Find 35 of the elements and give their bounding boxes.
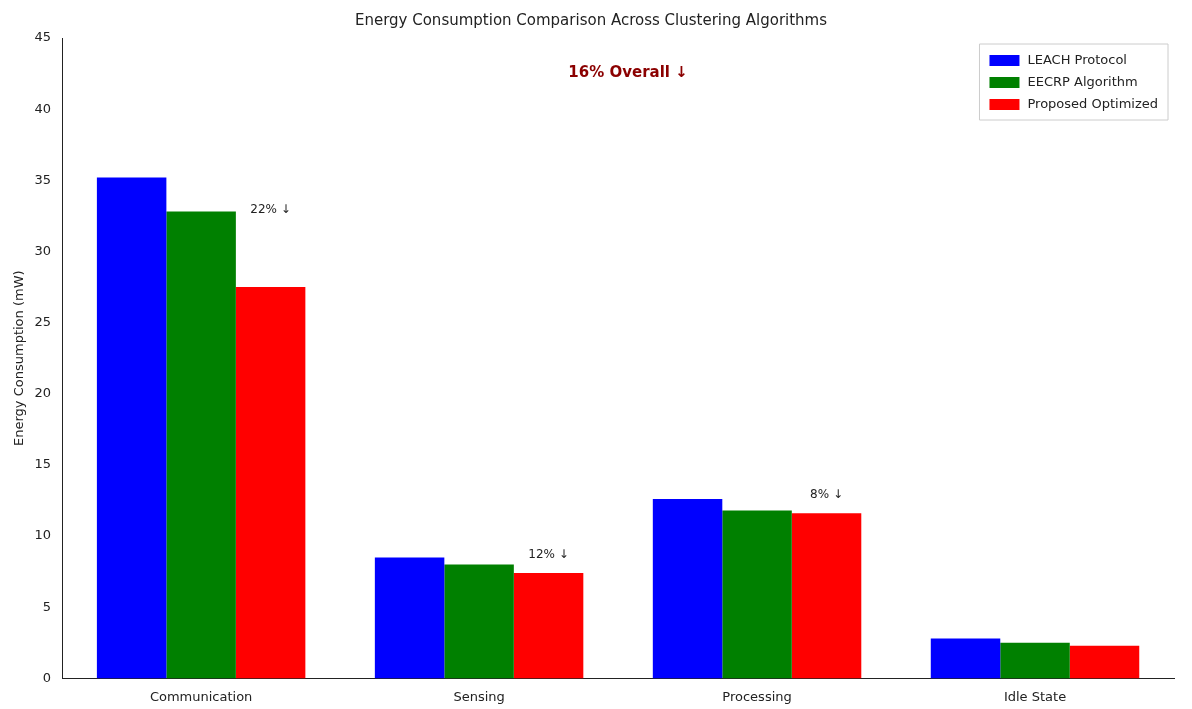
bar [930,638,1001,679]
bar [1069,645,1140,679]
x-tick-label: Processing [722,688,792,704]
y-tick-label: 0 [42,669,52,685]
y-tick-label: 40 [34,100,52,116]
x-tick-label: Idle State [1003,688,1067,704]
bar [374,557,445,679]
legend-label: Proposed Optimized [1027,96,1158,112]
bar [166,211,236,679]
bar [722,510,792,679]
chart-title: Energy Consumption Comparison Across Clustering Algorithms [354,10,828,29]
y-tick-label: 30 [34,242,52,258]
y-tick-label: 10 [34,527,52,543]
x-tick-label: Communication [149,688,253,704]
bar [652,499,723,679]
annotation: 12% ↓ [528,547,569,562]
bar [444,564,514,679]
x-tick-label: Sensing [453,688,505,704]
y-tick-label: 25 [34,314,52,329]
y-axis-title: Energy Consumption (mW) [11,270,27,446]
y-tick-label: 35 [34,171,52,187]
bar [1000,642,1070,679]
bar [513,573,584,679]
bar [235,287,306,679]
annotation: 8% ↓ [810,487,843,502]
annotation: 16% Overall ↓ [568,62,688,81]
legend-label: EECRP Algorithm [1027,74,1138,90]
y-tick-label: 45 [34,29,52,45]
y-tick-label: 5 [42,598,52,614]
bar [96,177,167,679]
legend-label: LEACH Protocol [1027,52,1127,68]
y-tick-label: 20 [34,385,52,401]
bar [791,513,862,679]
annotation: 22% ↓ [250,201,291,216]
y-tick-label: 15 [34,456,52,472]
